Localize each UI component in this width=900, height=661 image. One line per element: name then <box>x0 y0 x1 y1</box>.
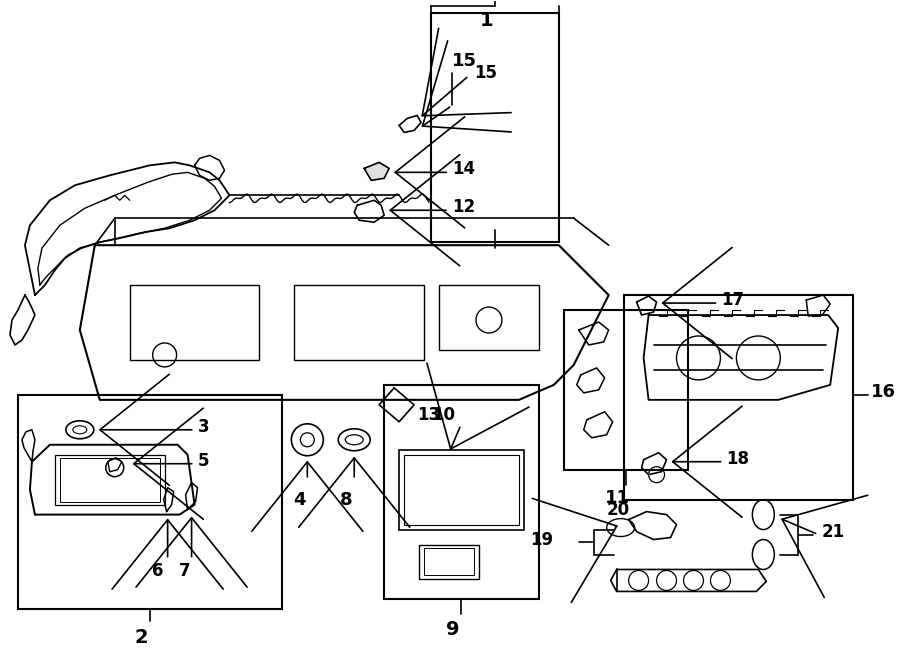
Bar <box>294 285 424 360</box>
Bar <box>431 13 559 242</box>
Bar <box>424 547 474 576</box>
Text: 14: 14 <box>452 161 475 178</box>
Bar <box>439 285 539 350</box>
Text: 12: 12 <box>452 198 475 216</box>
Text: 6: 6 <box>152 563 164 580</box>
Text: 5: 5 <box>198 451 209 470</box>
Text: 15: 15 <box>452 52 477 69</box>
Bar <box>130 285 259 360</box>
Bar <box>419 545 479 580</box>
Text: 9: 9 <box>446 620 460 639</box>
Bar <box>624 295 853 500</box>
Bar <box>60 457 159 502</box>
Text: 21: 21 <box>821 523 844 541</box>
Bar <box>384 385 539 600</box>
Text: 15: 15 <box>474 63 497 81</box>
Text: 16: 16 <box>871 383 896 401</box>
Polygon shape <box>364 163 389 180</box>
Text: 20: 20 <box>608 500 630 519</box>
Bar <box>55 455 165 504</box>
Bar <box>404 455 519 525</box>
Bar <box>563 310 688 470</box>
Text: 3: 3 <box>198 418 209 436</box>
Text: 2: 2 <box>135 628 148 647</box>
Text: 7: 7 <box>179 563 191 580</box>
Text: 18: 18 <box>726 449 750 468</box>
Text: 1: 1 <box>480 11 494 30</box>
Text: 8: 8 <box>340 490 353 508</box>
Text: 10: 10 <box>433 406 455 424</box>
Text: 13: 13 <box>417 406 440 424</box>
Text: 4: 4 <box>293 490 306 508</box>
Bar <box>399 449 524 529</box>
Text: 19: 19 <box>531 531 554 549</box>
Bar <box>18 395 283 609</box>
Text: 11: 11 <box>605 488 630 506</box>
Text: 17: 17 <box>722 291 744 309</box>
